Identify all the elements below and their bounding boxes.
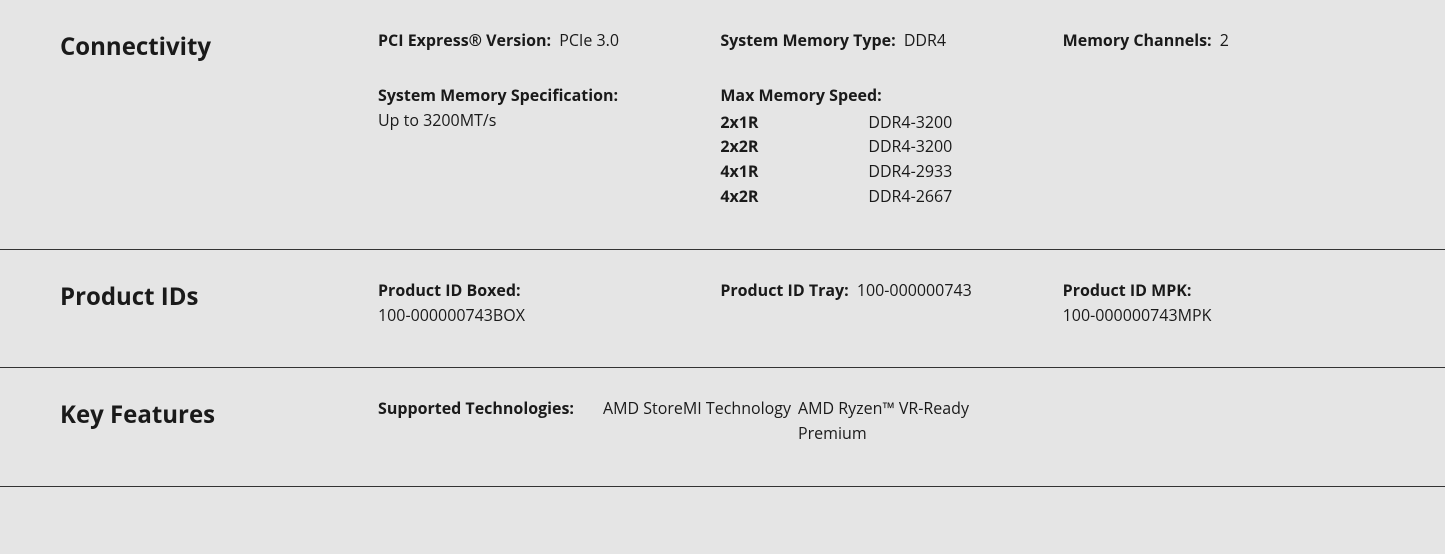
spec-value: DDR4 [904, 29, 946, 51]
spec-pci-express: PCI Express® Version: PCIe 3.0 [378, 28, 700, 53]
spec-label: Product ID Boxed: [378, 279, 521, 301]
spec-value: 100-000000743BOX [378, 303, 700, 328]
spec-label: Memory Channels: [1063, 29, 1212, 51]
memory-speed: DDR4-2667 [868, 184, 952, 209]
section-key-features: Key Features Supported Technologies: AMD… [0, 368, 1445, 487]
section-title-key-features: Key Features [60, 396, 378, 446]
memory-speed: DDR4-3200 [868, 134, 952, 159]
spec-label: System Memory Type: [720, 29, 895, 51]
spec-product-id-tray: Product ID Tray: 100-000000743 [720, 278, 1042, 328]
spec-value: 100-000000743MPK [1063, 303, 1385, 328]
spec-max-memory-speed: Max Memory Speed: 2x1R DDR4-3200 2x2R DD… [720, 83, 1042, 209]
spec-memory-channels: Memory Channels: 2 [1063, 28, 1385, 53]
section-title-connectivity: Connectivity [60, 28, 378, 209]
spec-label: Max Memory Speed: [720, 84, 881, 106]
spec-label: Product ID MPK: [1063, 279, 1192, 301]
memory-speed-row: 4x1R DDR4-2933 [720, 159, 1042, 184]
section-connectivity: Connectivity PCI Express® Version: PCIe … [0, 0, 1445, 250]
spec-value: Up to 3200MT/s [378, 108, 700, 133]
section-body-product-ids: Product ID Boxed: 100-000000743BOX Produ… [378, 278, 1385, 328]
memory-config: 2x2R [720, 134, 868, 159]
spec-value: PCIe 3.0 [559, 29, 619, 51]
spec-value: 2 [1220, 29, 1229, 51]
section-body-connectivity: PCI Express® Version: PCIe 3.0 System Me… [378, 28, 1385, 209]
spec-label: PCI Express® Version: [378, 29, 551, 51]
memory-speed-row: 4x2R DDR4-2667 [720, 184, 1042, 209]
section-title-product-ids: Product IDs [60, 278, 378, 328]
spec-label: Product ID Tray: [720, 279, 848, 301]
memory-speed-row: 2x1R DDR4-3200 [720, 110, 1042, 135]
memory-speed-row: 2x2R DDR4-3200 [720, 134, 1042, 159]
spec-product-id-mpk: Product ID MPK: 100-000000743MPK [1063, 278, 1385, 328]
memory-speed: DDR4-3200 [868, 110, 952, 135]
memory-config: 2x1R [720, 110, 868, 135]
technology-item: AMD StoreMI Technology [603, 396, 798, 446]
technology-item: AMD Ryzen™ VR-Ready Premium [798, 396, 993, 446]
spec-label: Supported Technologies: [378, 396, 603, 446]
section-product-ids: Product IDs Product ID Boxed: 100-000000… [0, 250, 1445, 369]
section-body-key-features: Supported Technologies: AMD StoreMI Tech… [378, 396, 1385, 446]
memory-speed: DDR4-2933 [868, 159, 952, 184]
spec-memory-specification: System Memory Specification: Up to 3200M… [378, 83, 700, 209]
spec-product-id-boxed: Product ID Boxed: 100-000000743BOX [378, 278, 700, 328]
spec-value: 100-000000743 [857, 279, 972, 301]
spec-empty [1063, 83, 1385, 209]
memory-speed-table: 2x1R DDR4-3200 2x2R DDR4-3200 4x1R DDR4-… [720, 110, 1042, 209]
memory-config: 4x2R [720, 184, 868, 209]
technology-list: AMD StoreMI Technology AMD Ryzen™ VR-Rea… [603, 396, 993, 446]
spec-label: System Memory Specification: [378, 84, 618, 106]
spec-supported-technologies: Supported Technologies: AMD StoreMI Tech… [378, 396, 1385, 446]
spec-memory-type: System Memory Type: DDR4 [720, 28, 1042, 53]
memory-config: 4x1R [720, 159, 868, 184]
